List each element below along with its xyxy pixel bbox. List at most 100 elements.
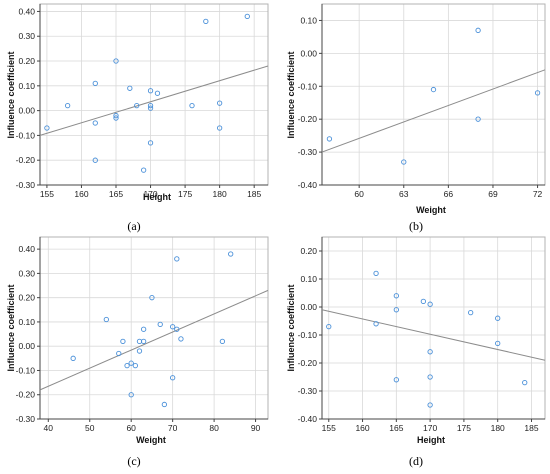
x-tick-label: 165	[389, 423, 403, 433]
data-point	[128, 392, 134, 398]
plot-frame	[321, 236, 546, 420]
data-point	[326, 136, 333, 142]
data-point	[92, 120, 98, 126]
y-tick-label: 0.00	[18, 106, 35, 116]
y-tick-label: 0.40	[18, 6, 35, 16]
x-axis-title: Height	[417, 435, 445, 445]
y-tick-label: -0.10	[16, 365, 36, 375]
y-tick-label: 0.20	[18, 56, 35, 66]
data-point	[170, 375, 176, 381]
y-tick-label: -0.30	[298, 386, 318, 396]
x-tick-label: 70	[168, 423, 178, 433]
data-point	[189, 103, 195, 109]
data-point	[427, 301, 433, 307]
y-tick-label: 0.30	[18, 31, 35, 41]
fit-line	[321, 69, 546, 153]
data-point	[120, 338, 126, 344]
y-tick-label: 0.10	[300, 274, 317, 284]
chart-panel-a: 155 160 165 170 175 180 185 -0.30 -0.20 -0.10 0.00…	[6, 3, 269, 233]
x-tick-label: 185	[524, 423, 538, 433]
data-point	[393, 377, 399, 383]
data-point	[393, 293, 399, 299]
plot-frame	[321, 3, 546, 186]
data-point	[113, 112, 119, 119]
data-point	[70, 355, 76, 361]
chart-panel-c: 40 50 60 70 80 90 -0.30 -0.20 -0.10 0.00 0.10 0.20 0…	[6, 236, 269, 468]
data-point	[113, 58, 119, 64]
data-point	[149, 295, 155, 301]
data-point	[136, 348, 143, 354]
y-tick-label: 0.20	[300, 246, 317, 256]
y-tick-label: -0.10	[16, 130, 36, 140]
x-tick-label: 60	[354, 189, 364, 199]
x-tick-label: 72	[533, 189, 543, 199]
data-point	[140, 326, 147, 332]
y-tick-label: 0.10	[18, 317, 35, 327]
x-tick-label: 180	[213, 189, 227, 199]
x-axis-title: Height	[143, 192, 171, 202]
y-tick-label: -0.30	[16, 414, 36, 424]
y-tick-label: 0.00	[18, 341, 35, 351]
data-point	[326, 323, 332, 330]
panel-label: (c)	[127, 454, 140, 468]
y-tick-label: -0.30	[16, 180, 36, 190]
data-point	[420, 298, 427, 305]
data-point	[393, 307, 399, 313]
plot-frame	[39, 236, 269, 420]
y-tick-label: -0.40	[298, 414, 318, 424]
y-tick-label: -0.20	[16, 390, 36, 400]
x-tick-label: 66	[444, 189, 454, 199]
data-point	[219, 338, 226, 344]
data-point	[373, 270, 379, 277]
data-point	[475, 27, 481, 33]
data-point	[373, 321, 379, 327]
data-point	[64, 103, 71, 109]
data-point	[147, 88, 154, 94]
y-tick-label: -0.20	[298, 358, 318, 368]
y-axis-title: Influence coefficient	[286, 284, 296, 371]
data-point	[92, 157, 98, 163]
y-tick-label: -0.10	[298, 81, 318, 91]
panel-label: (d)	[409, 454, 423, 468]
data-point	[401, 159, 407, 165]
data-point	[127, 85, 133, 91]
panel-label: (a)	[127, 219, 140, 233]
data-point	[132, 362, 138, 369]
x-tick-label: 60	[126, 423, 136, 433]
y-axis-title: Influence coefficient	[286, 51, 296, 138]
data-point	[124, 362, 130, 369]
x-tick-label: 155	[322, 423, 336, 433]
data-point	[128, 360, 134, 366]
data-point	[534, 90, 541, 96]
y-axis-title: Influence coefficient	[6, 284, 16, 371]
data-point	[157, 321, 163, 328]
data-point	[495, 315, 501, 321]
x-axis-title: Weight	[416, 205, 446, 215]
data-point	[203, 18, 209, 25]
data-point	[147, 140, 154, 146]
data-point	[113, 115, 119, 121]
panel-label: (b)	[409, 219, 423, 233]
y-tick-label: 0.20	[18, 293, 35, 303]
y-tick-label: 0.10	[300, 15, 317, 25]
fit-line	[39, 289, 269, 391]
x-tick-label: 185	[247, 189, 261, 199]
chart-panel-d: 155 160 165 170 175 180 185 -0.40 -0.30 -0.20 -0.1…	[286, 236, 546, 468]
data-point	[228, 251, 234, 257]
x-tick-label: 155	[40, 189, 54, 199]
data-point	[216, 100, 223, 106]
y-tick-label: -0.30	[298, 147, 318, 157]
data-point	[134, 103, 140, 109]
data-point	[161, 401, 168, 408]
x-tick-label: 175	[457, 423, 471, 433]
x-tick-label: 175	[178, 189, 192, 199]
y-tick-label: 0.30	[18, 268, 35, 278]
data-point	[427, 349, 433, 355]
data-point	[430, 86, 437, 93]
y-axis-title: Influence coefficient	[6, 51, 16, 138]
x-tick-label: 80	[209, 423, 219, 433]
y-tick-label: 0.40	[18, 244, 35, 254]
y-tick-label: -0.20	[298, 114, 318, 124]
y-tick-label: 0.10	[18, 81, 35, 91]
data-point	[244, 13, 250, 20]
